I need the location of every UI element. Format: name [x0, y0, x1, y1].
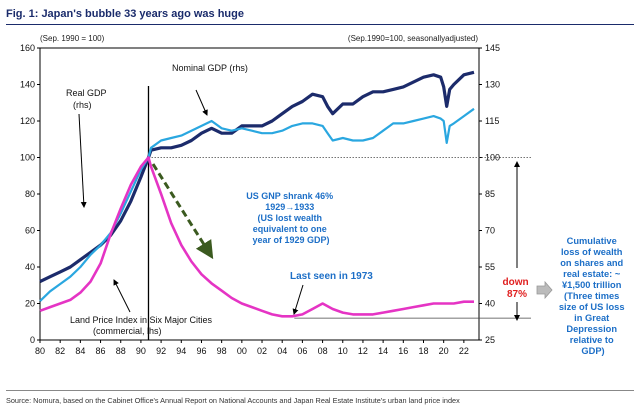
- y-left-tick-label: 120: [20, 116, 35, 126]
- y-right-tick-label: 130: [485, 80, 500, 90]
- y-right-tick-label: 40: [485, 299, 495, 309]
- down-percent-label: down 87%: [503, 277, 532, 300]
- x-tick-label: 98: [217, 346, 227, 356]
- real-gdp-label: Real GDP: [66, 88, 107, 98]
- x-tick-label: 12: [358, 346, 368, 356]
- y-right-tick-label: 100: [485, 153, 500, 163]
- callout-arrow: [536, 280, 553, 300]
- x-tick-label: 10: [338, 346, 348, 356]
- x-tick-label: 08: [318, 346, 328, 356]
- axes-group: 0204060801001201401602540557085100115130…: [20, 43, 531, 356]
- series-line-real-gdp: [39, 70, 475, 284]
- x-tick-label: 84: [75, 346, 85, 356]
- series-line-land-price-index-in-six-major-cities-commercial-lhs: [39, 156, 474, 318]
- x-tick-label: 88: [116, 346, 126, 356]
- us-gnp-annotation: US GNP shrank 46% 1929→1933 (US lost wea…: [246, 191, 335, 245]
- last-seen-label: Last seen in 1973: [290, 271, 373, 282]
- x-tick-label: 16: [398, 346, 408, 356]
- last-seen-pointer: [292, 284, 304, 315]
- land-price-pointer: [113, 279, 131, 313]
- y-right-tick-label: 25: [485, 335, 495, 345]
- x-tick-label: 06: [297, 346, 307, 356]
- y-right-tick-label: 85: [485, 189, 495, 199]
- x-tick-label: 82: [55, 346, 65, 356]
- real-gdp-pointer: [78, 113, 87, 208]
- y-right-tick-label: 70: [485, 226, 495, 236]
- real-gdp-label-axis: (rhs): [73, 100, 92, 110]
- figure-title: Fig. 1: Japan's bubble 33 years ago was …: [6, 8, 244, 20]
- y-left-tick-label: 0: [30, 335, 35, 345]
- right-axis-note: (Sep.1990=100, seasonallyadjusted): [348, 34, 478, 43]
- x-tick-label: 22: [459, 346, 469, 356]
- x-tick-label: 14: [378, 346, 388, 356]
- x-tick-label: 90: [136, 346, 146, 356]
- x-tick-label: 86: [96, 346, 106, 356]
- y-right-tick-label: 115: [485, 116, 499, 126]
- y-right-tick-label: 145: [485, 43, 500, 53]
- series-line-nominal-gdp: [39, 107, 475, 302]
- x-tick-label: 02: [257, 346, 267, 356]
- land-price-label-axis: (commercial, lhs): [93, 326, 162, 336]
- y-left-tick-label: 160: [20, 43, 35, 53]
- y-left-tick-label: 60: [25, 226, 35, 236]
- left-axis-note: (Sep. 1990 = 100): [40, 34, 105, 43]
- x-tick-label: 92: [156, 346, 166, 356]
- y-right-tick-label: 55: [485, 262, 495, 272]
- x-tick-label: 04: [277, 346, 287, 356]
- y-left-tick-label: 20: [25, 299, 35, 309]
- nominal-gdp-label: Nominal GDP (rhs): [172, 63, 248, 73]
- source-note: Source: Nomura, based on the Cabinet Off…: [6, 396, 460, 405]
- x-tick-label: 00: [237, 346, 247, 356]
- source-divider: [6, 390, 634, 391]
- land-price-label: Land Price Index in Six Major Cities: [70, 315, 213, 325]
- x-tick-label: 18: [418, 346, 428, 356]
- y-left-tick-label: 140: [20, 80, 35, 90]
- y-left-tick-label: 80: [25, 189, 35, 199]
- x-tick-label: 80: [35, 346, 45, 356]
- nominal-gdp-pointer: [195, 89, 208, 116]
- x-tick-label: 94: [176, 346, 186, 356]
- cumulative-loss-note: Cumulative loss of wealth on shares and …: [559, 236, 627, 356]
- x-tick-label: 20: [439, 346, 449, 356]
- us-decline-arrow: [151, 163, 214, 260]
- y-left-tick-label: 100: [20, 153, 35, 163]
- series-group: [39, 70, 475, 318]
- y-left-tick-label: 40: [25, 262, 35, 272]
- x-tick-label: 96: [196, 346, 206, 356]
- title-divider: [6, 24, 634, 25]
